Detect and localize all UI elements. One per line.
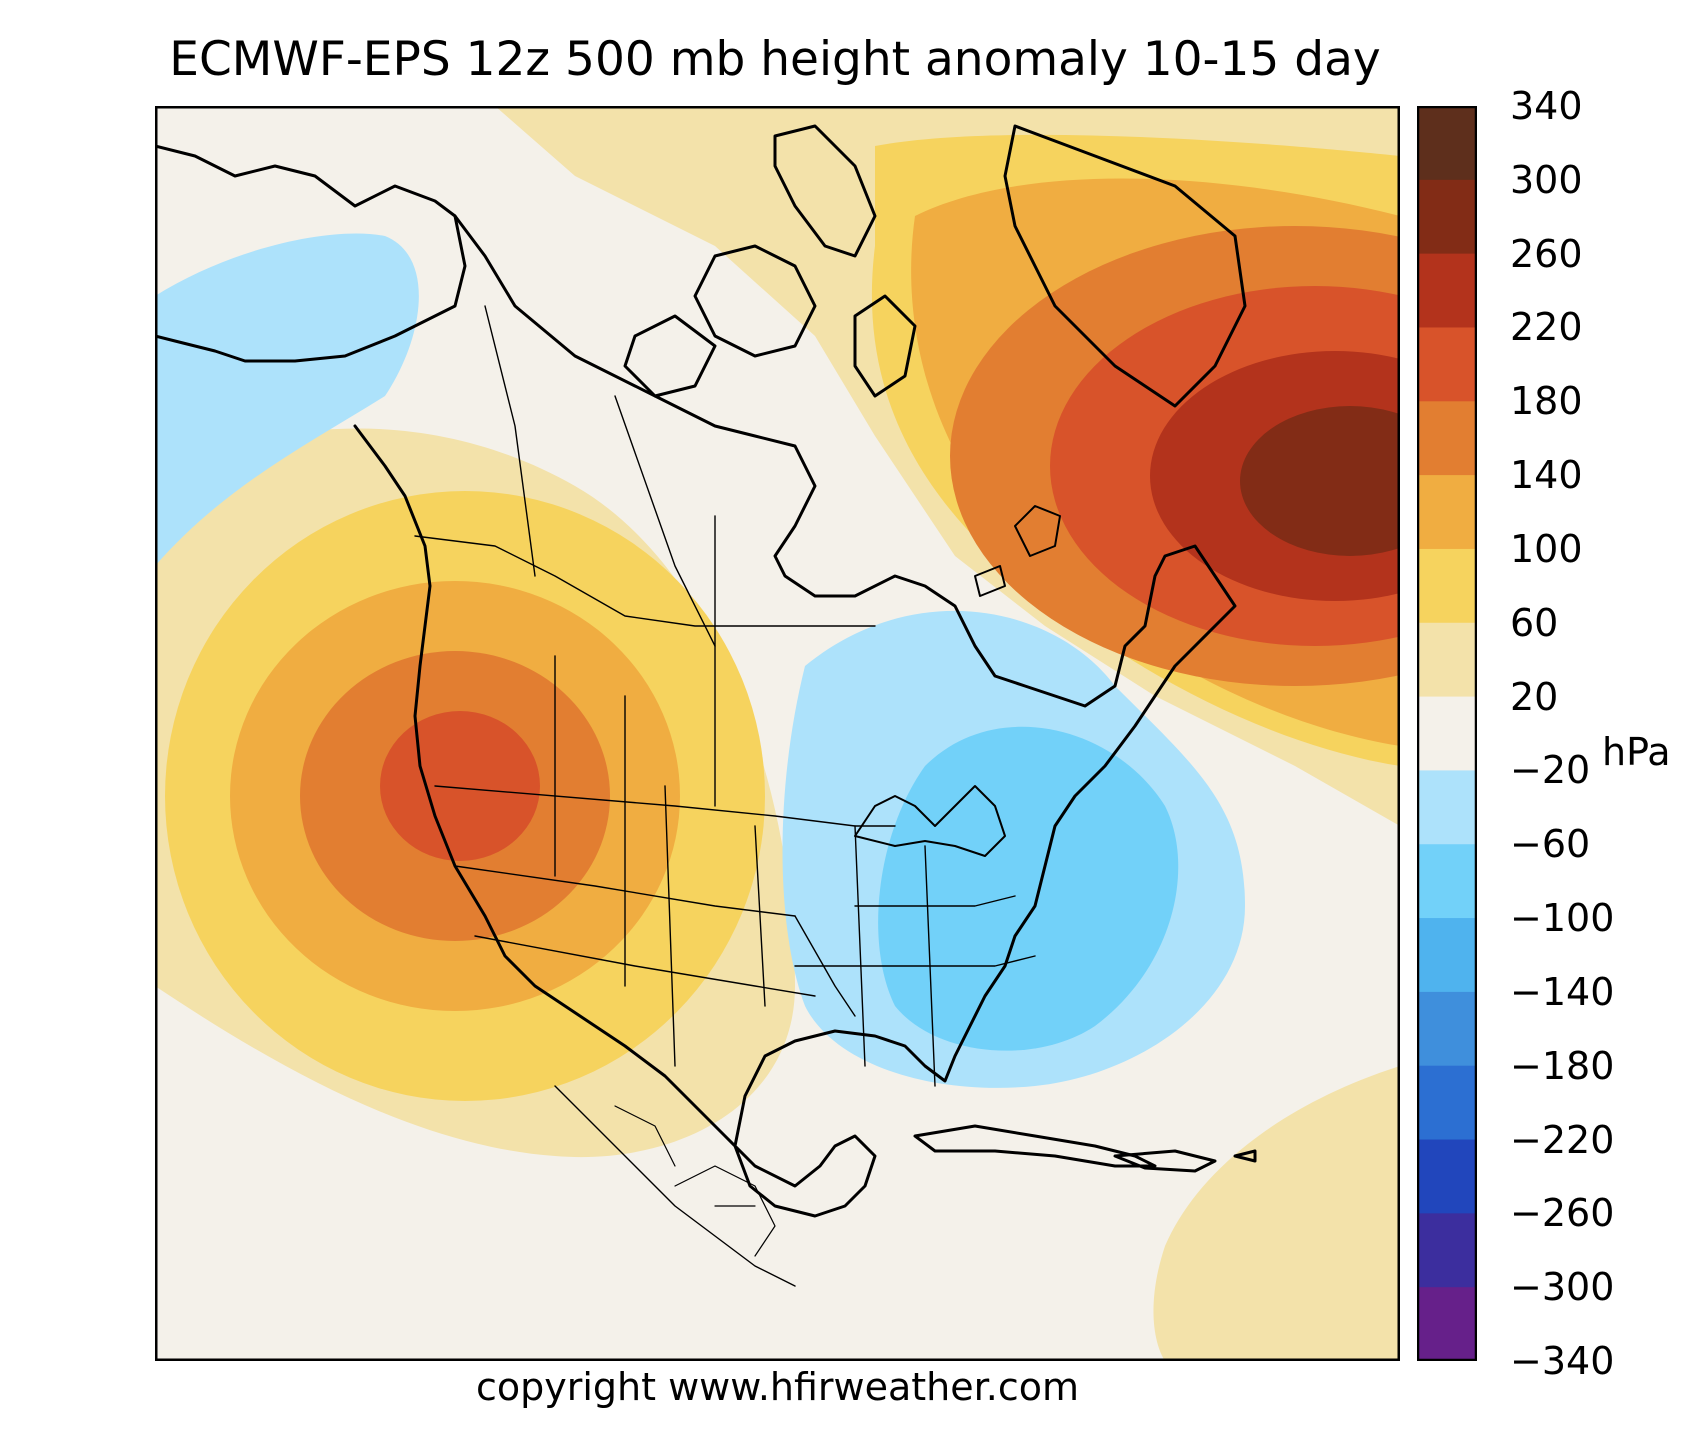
- colorbar-band: [1417, 918, 1477, 993]
- colorbar-tick-label: −20: [1510, 748, 1591, 793]
- colorbar-tick-label: 300: [1510, 157, 1583, 202]
- copyright-credit: copyright www.hfirweather.com: [475, 1365, 1080, 1409]
- colorbar: [1416, 104, 1483, 1363]
- colorbar-tick-label: 140: [1510, 453, 1583, 498]
- colorbar-tick-label: −60: [1510, 822, 1591, 867]
- colorbar-unit-label: hPa: [1602, 730, 1671, 774]
- colorbar-band: [1417, 253, 1477, 329]
- colorbar-band: [1417, 548, 1477, 624]
- anomaly-map: [153, 105, 1401, 1362]
- colorbar-tick-label: 340: [1510, 84, 1583, 128]
- colorbar-band: [1417, 327, 1477, 402]
- colorbar-band: [1417, 1213, 1477, 1288]
- map-frame: [154, 105, 1401, 1362]
- colorbar-band: [1417, 844, 1477, 919]
- colorbar-tick-label: 100: [1510, 526, 1583, 571]
- colorbar-tick-label: 20: [1510, 674, 1559, 719]
- colorbar-band: [1417, 179, 1477, 255]
- anomaly-field: [155, 106, 1400, 1361]
- colorbar-tick-label: 260: [1510, 231, 1583, 276]
- colorbar-band: [1417, 475, 1477, 550]
- colorbar-tick-label: 60: [1510, 600, 1559, 645]
- colorbar-band: [1417, 401, 1477, 476]
- colorbar-tick-label: −260: [1510, 1191, 1615, 1236]
- colorbar-band: [1417, 991, 1477, 1067]
- colorbar-frame: [1416, 105, 1478, 1362]
- colorbar-tick-label: −140: [1510, 969, 1615, 1014]
- colorbar-band: [1417, 696, 1477, 772]
- colorbar-tick-label: −300: [1510, 1265, 1615, 1310]
- colorbar-tick-label: 180: [1510, 379, 1583, 424]
- coastlines-and-borders: [153, 124, 1257, 1287]
- colorbar-band: [1417, 770, 1477, 845]
- colorbar-band: [1417, 1065, 1477, 1141]
- colorbar-band: [1417, 622, 1477, 698]
- colorbar-tick-label: 220: [1510, 305, 1583, 350]
- colorbar-tick-label: −340: [1510, 1339, 1615, 1383]
- colorbar-tick-label: −180: [1510, 1043, 1615, 1088]
- chart-title: ECMWF-EPS 12z 500 mb height anomaly 10-1…: [169, 32, 1381, 87]
- colorbar-bands: [1417, 106, 1477, 1362]
- colorbar-band: [1417, 1287, 1477, 1362]
- colorbar-tick-label: −100: [1510, 896, 1615, 941]
- colorbar-tick-label: −220: [1510, 1117, 1615, 1162]
- colorbar-band: [1417, 106, 1477, 181]
- colorbar-band: [1417, 1139, 1477, 1214]
